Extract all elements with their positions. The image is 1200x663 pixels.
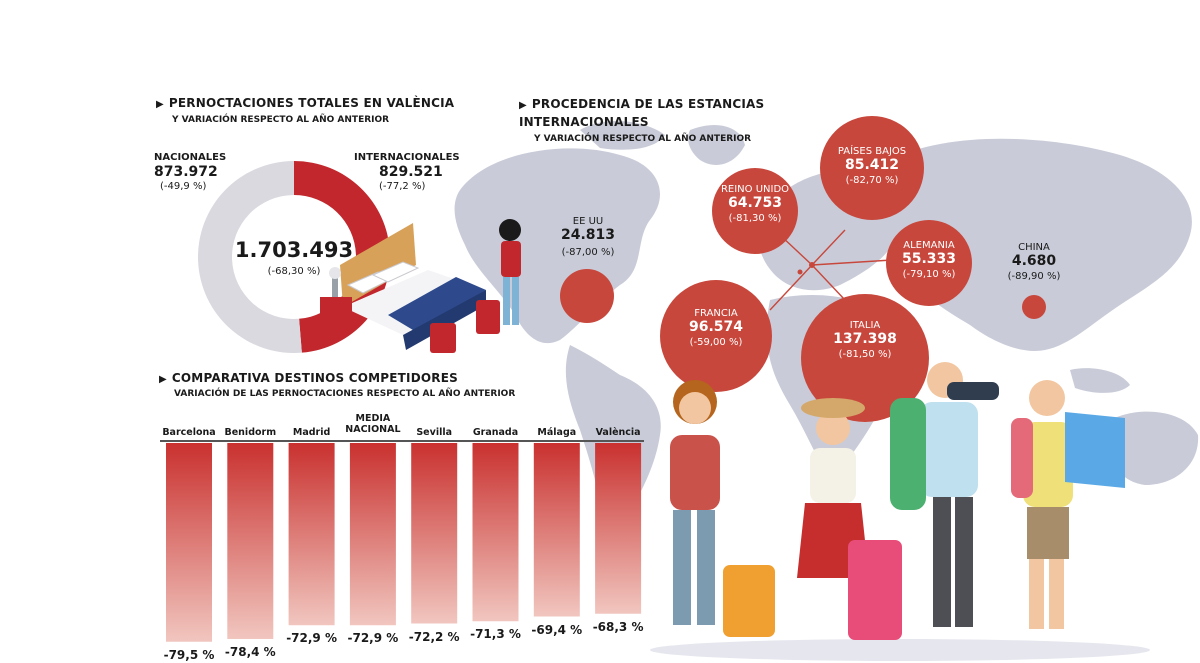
- alemania-variation: (-79,10 %): [902, 269, 956, 280]
- china-value: 4.680: [1011, 253, 1057, 269]
- donut-total-variation: (-68,30 %): [267, 266, 321, 277]
- bar-6: [533, 443, 580, 617]
- bubble-paises-bajos: [820, 116, 924, 220]
- bar-category-label: Málaga: [537, 427, 577, 438]
- bar-2: [288, 443, 335, 626]
- bar-1: [227, 443, 274, 639]
- bar-value-label: -71,3 %: [470, 627, 521, 642]
- donut-total: 1.703.493 (-68,30 %): [228, 238, 360, 277]
- origins-section-title: ▶ PROCEDENCIA DE LAS ESTANCIAS INTERNACIO…: [519, 97, 765, 129]
- label-francia: FRANCIA 96.574 (-59,00 %): [660, 308, 772, 348]
- nacionales-label: NACIONALES: [154, 152, 227, 163]
- reino-unido-name: REINO UNIDO: [720, 184, 790, 195]
- bar-0: [166, 443, 212, 642]
- paises-bajos-name: PAÍSES BAJOS: [837, 146, 907, 157]
- italia-value: 137.398: [833, 331, 897, 347]
- triangle-bullet-icon: ▶: [159, 374, 167, 385]
- donut-section-title: ▶ PERNOCTACIONES TOTALES EN VALÈNCIA: [156, 96, 455, 110]
- bubble-reino-unido: [712, 168, 798, 254]
- bubble-alemania: [886, 220, 972, 306]
- donut-total-value: 1.703.493: [234, 238, 354, 262]
- francia-value: 96.574: [688, 319, 744, 335]
- bar-section-title: ▶ COMPARATIVA DESTINOS COMPETIDORES: [159, 371, 458, 385]
- internacionales-value: 829.521: [379, 164, 443, 180]
- label-alemania: ALEMANIA 55.333 (-79,10 %): [886, 240, 972, 280]
- triangle-bullet-icon: ▶: [519, 100, 527, 111]
- bar-category-label: Benidorm: [224, 427, 277, 438]
- bubble-francia: [660, 280, 772, 392]
- ee-uu-variation: (-87,00 %): [561, 247, 615, 258]
- italia-variation: (-81,50 %): [838, 349, 892, 360]
- italia-name: ITALIA: [849, 320, 881, 331]
- internacionales-variation: (-77,2 %): [379, 181, 426, 192]
- bar-value-label: -78,4 %: [224, 645, 276, 659]
- alemania-value: 55.333: [901, 251, 957, 267]
- bar-5: [472, 443, 519, 622]
- origins-section-subtitle: Y VARIACIÓN RESPECTO AL AÑO ANTERIOR: [534, 134, 752, 144]
- bar-baseline: [160, 440, 644, 442]
- bar-value-label: -72,2 %: [408, 629, 460, 644]
- label-paises-bajos: PAÍSES BAJOS 85.412 (-82,70 %): [820, 146, 924, 186]
- reino-unido-variation: (-81,30 %): [728, 213, 782, 224]
- reino-unido-value: 64.753: [727, 195, 783, 211]
- label-italia: ITALIA 137.398 (-81,50 %): [801, 320, 929, 360]
- label-ee-uu: EE UU 24.813 (-87,00 %): [548, 216, 628, 258]
- francia-variation: (-59,00 %): [689, 337, 743, 348]
- francia-name: FRANCIA: [694, 308, 738, 319]
- donut-legend-nacionales: NACIONALES 873.972 (-49,9 %): [154, 152, 226, 192]
- china-variation: (-89,90 %): [1007, 271, 1061, 282]
- bar-category-label: Madrid: [292, 427, 331, 438]
- bar-3: [349, 443, 396, 626]
- bar-4: [411, 443, 458, 624]
- bar-value-label: -69,4 %: [531, 622, 583, 637]
- bar-category-label: Granada: [472, 427, 519, 438]
- label-reino-unido: REINO UNIDO 64.753 (-81,30 %): [712, 184, 798, 224]
- alemania-name: ALEMANIA: [903, 240, 955, 251]
- bar-category-label: MEDIA NACIONAL: [345, 413, 401, 435]
- internacionales-label: INTERNACIONALES: [354, 152, 460, 163]
- triangle-bullet-icon: ▶: [156, 99, 164, 110]
- hotel-bed-illustration: [320, 219, 521, 353]
- donut-legend-internacionales: INTERNACIONALES 829.521 (-77,2 %): [354, 152, 460, 192]
- bar-value-label: -68,3 %: [592, 619, 644, 634]
- donut-section-subtitle: Y VARIACIÓN RESPECTO AL AÑO ANTERIOR: [172, 115, 390, 125]
- bubble-china: [1022, 295, 1046, 319]
- ee-uu-name: EE UU: [572, 216, 604, 227]
- paises-bajos-value: 85.412: [844, 157, 900, 173]
- bar-category-label: València: [595, 427, 641, 438]
- bar-section-subtitle: VARIACIÓN DE LAS PERNOCTACIONES RESPECTO…: [174, 389, 516, 399]
- bar-category-label: Barcelona: [162, 427, 216, 438]
- tourists-illustration: [650, 362, 1150, 661]
- bar-value-label: -79,5 %: [163, 647, 215, 662]
- bar-value-label: -72,9 %: [347, 631, 399, 646]
- label-china: CHINA 4.680 (-89,90 %): [994, 242, 1074, 282]
- paises-bajos-variation: (-82,70 %): [845, 175, 899, 186]
- china-name: CHINA: [1018, 242, 1050, 253]
- donut-slice-nacionales: [197, 161, 302, 353]
- bar-category-label: Sevilla: [416, 427, 453, 438]
- bubble-ee-uu: [560, 269, 614, 323]
- nacionales-variation: (-49,9 %): [160, 181, 207, 192]
- nacionales-value: 873.972: [154, 164, 218, 180]
- bar-7: [595, 443, 642, 614]
- bar-value-label: -72,9 %: [286, 631, 337, 646]
- ee-uu-value: 24.813: [560, 227, 616, 243]
